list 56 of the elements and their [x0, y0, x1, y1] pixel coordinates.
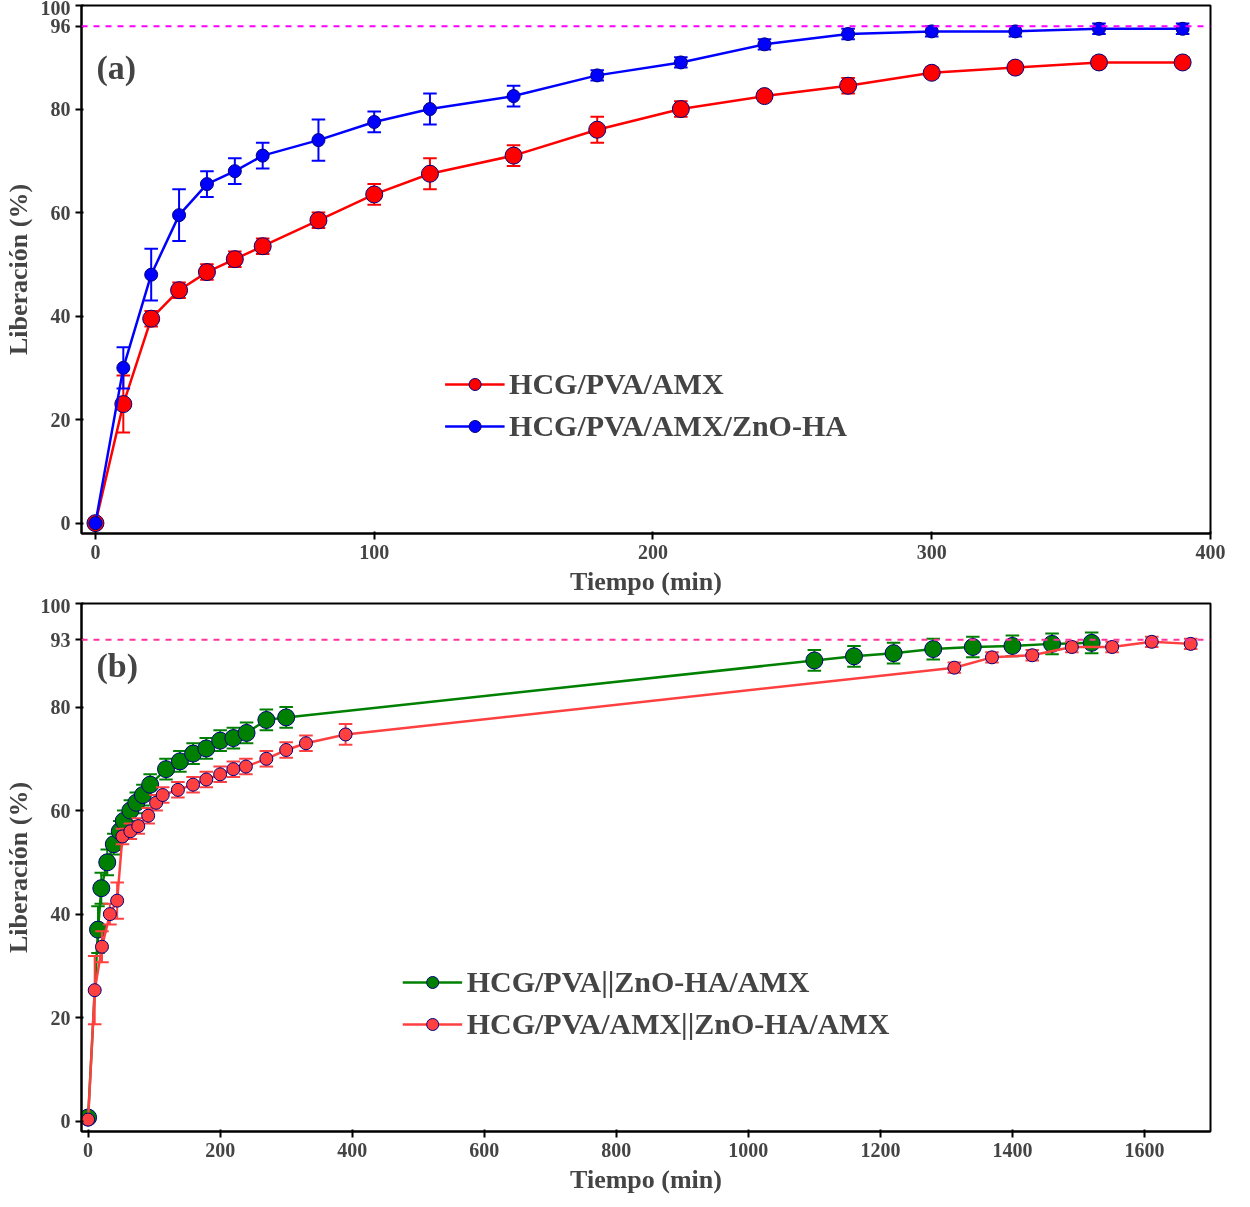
point [110, 893, 125, 908]
y-tick-label: 93 [50, 628, 71, 651]
x-axis-title: Tiempo (min) [570, 1164, 722, 1194]
y-axis-title: Liberación (%) [3, 183, 33, 356]
point [506, 89, 521, 104]
y-tick-label: 60 [50, 799, 71, 822]
point [116, 360, 131, 375]
y-tick-label: 80 [50, 696, 71, 719]
x-tick-label: 300 [916, 540, 947, 563]
x-tick-label: 1600 [1124, 1138, 1165, 1161]
point [98, 853, 117, 872]
x-tick-label: 200 [637, 540, 668, 563]
y-tick-label: 40 [50, 903, 71, 926]
point [338, 727, 353, 742]
y-tick-label: 20 [50, 408, 71, 431]
y-tick-label: 80 [50, 98, 71, 121]
point [255, 148, 270, 163]
point [367, 114, 382, 129]
x-tick-label: 400 [337, 1138, 368, 1161]
y-tick-label: 0 [60, 512, 71, 535]
point [199, 177, 214, 192]
legend-label: HCG/PVA||ZnO-HA/AMX [466, 965, 810, 999]
annotation: (a) [96, 48, 137, 87]
x-tick-label: 1000 [728, 1138, 769, 1161]
y-tick-label: 100 [40, 594, 71, 617]
legend-label: HCG/PVA/AMX [509, 367, 724, 401]
x-tick-label: 0 [83, 1138, 94, 1161]
x-tick-label: 800 [601, 1138, 632, 1161]
point [92, 879, 111, 898]
x-tick-label: 0 [90, 540, 101, 563]
point [87, 983, 102, 998]
point [420, 164, 439, 183]
y-tick-label: 0 [60, 1110, 71, 1133]
y-tick-label: 20 [50, 1006, 71, 1029]
annotation: (b) [96, 646, 139, 685]
point [172, 208, 187, 223]
x-tick-label: 1400 [992, 1138, 1033, 1161]
point [422, 102, 437, 117]
x-tick-label: 100 [359, 540, 390, 563]
y-tick-label: 60 [50, 201, 71, 224]
point [311, 133, 326, 148]
y-axis-title: Liberación (%) [3, 781, 33, 954]
y-tick-label: 40 [50, 305, 71, 328]
point [94, 939, 109, 954]
legend-label: HCG/PVA/AMX/ZnO-HA [509, 409, 847, 443]
point [588, 120, 607, 139]
x-tick-label: 1200 [860, 1138, 901, 1161]
x-tick-label: 600 [469, 1138, 500, 1161]
legend-label: HCG/PVA/AMX||ZnO-HA/AMX [466, 1007, 890, 1041]
point [144, 267, 159, 282]
point [81, 1112, 96, 1127]
point [102, 907, 117, 922]
point [227, 164, 242, 179]
x-axis-title: Tiempo (min) [570, 566, 722, 596]
x-tick-label: 400 [1195, 540, 1226, 563]
x-tick-label: 200 [205, 1138, 236, 1161]
